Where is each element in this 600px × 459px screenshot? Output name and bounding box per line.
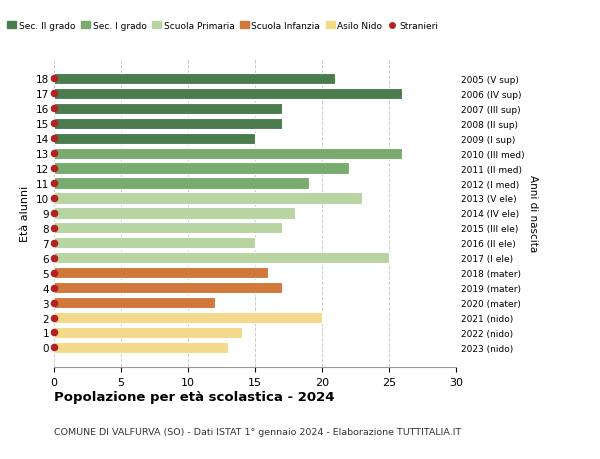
Point [49,90,59,98]
Point [49,269,59,277]
Point [49,150,59,157]
Bar [54,312,322,324]
Bar [54,103,282,115]
Point [49,240,59,247]
Bar [54,268,268,279]
Bar [54,148,403,159]
Point [49,299,59,307]
Point [49,106,59,113]
Point [49,224,59,232]
Point [49,195,59,202]
Bar [54,178,308,189]
Bar [54,133,255,145]
Point [49,344,59,351]
Point [49,284,59,291]
Bar [54,163,349,174]
Text: COMUNE DI VALFURVA (SO) - Dati ISTAT 1° gennaio 2024 - Elaborazione TUTTITALIA.I: COMUNE DI VALFURVA (SO) - Dati ISTAT 1° … [54,427,461,436]
Point [49,254,59,262]
Point [49,135,59,143]
Point [49,120,59,128]
Point [49,329,59,336]
Y-axis label: Età alunni: Età alunni [20,185,31,241]
Text: Popolazione per età scolastica - 2024: Popolazione per età scolastica - 2024 [54,390,335,403]
Point [49,76,59,83]
Point [49,165,59,173]
Bar [54,223,282,234]
Bar [54,297,215,308]
Bar [54,118,282,129]
Bar [54,238,255,249]
Bar [54,282,282,294]
Point [49,180,59,187]
Bar [54,89,403,100]
Bar [54,342,228,353]
Legend: Sec. II grado, Sec. I grado, Scuola Primaria, Scuola Infanzia, Asilo Nido, Stran: Sec. II grado, Sec. I grado, Scuola Prim… [4,18,442,34]
Point [49,314,59,321]
Bar [54,327,242,338]
Point [49,210,59,217]
Bar [54,193,362,204]
Bar [54,252,389,264]
Bar [54,208,295,219]
Bar [54,73,335,85]
Y-axis label: Anni di nascita: Anni di nascita [529,175,538,252]
